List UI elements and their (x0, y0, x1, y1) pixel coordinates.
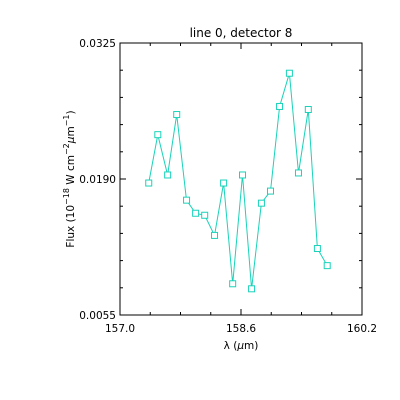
data-point (229, 280, 237, 288)
data-point (192, 209, 200, 217)
data-point (173, 111, 181, 119)
data-point (248, 285, 256, 293)
data-point (313, 245, 321, 253)
data-point (154, 131, 162, 139)
data-point (145, 179, 153, 187)
chart-title: line 0, detector 8 (190, 26, 293, 40)
data-point (201, 211, 209, 219)
y-tick-label: 0.0325 (79, 38, 116, 50)
data-point (294, 169, 302, 177)
data-point (164, 171, 172, 179)
data-point (220, 179, 228, 187)
x-axis: 157.0 158.6 160.2 (105, 43, 377, 335)
data-point (211, 231, 219, 239)
y-axis: 0.0055 0.0190 0.0325 (79, 38, 362, 322)
data-point (285, 69, 293, 77)
data-point (239, 171, 247, 179)
x-axis-label: λ (μm) (224, 340, 259, 352)
y-tick-label: 0.0190 (79, 174, 116, 186)
flux-series (145, 69, 331, 293)
x-tick-label: 157.0 (105, 323, 135, 335)
data-point (257, 199, 265, 207)
plot-frame (119, 42, 363, 316)
data-point (183, 196, 191, 204)
y-tick-label: 0.0055 (79, 310, 116, 322)
series-line (148, 73, 328, 289)
y-axis-label: Flux (10−18 W cm−2μm−1) (62, 110, 77, 247)
data-point (304, 105, 312, 113)
data-point (323, 262, 331, 270)
data-point (266, 187, 274, 195)
data-point (276, 102, 284, 110)
x-tick-label: 160.2 (347, 323, 377, 335)
x-tick-label: 158.6 (226, 323, 256, 335)
